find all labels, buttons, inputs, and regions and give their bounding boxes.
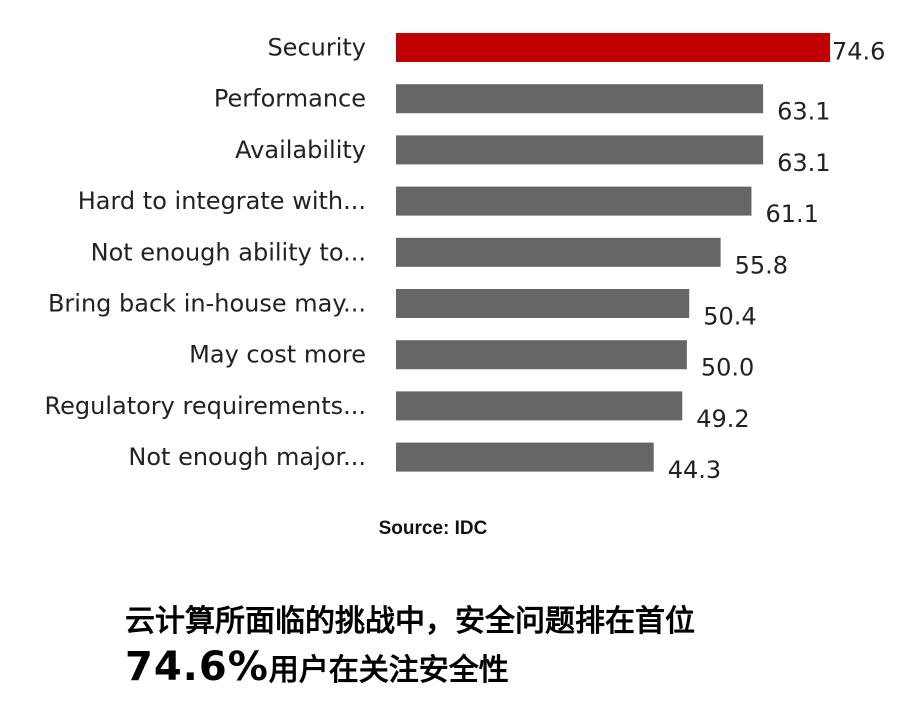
bar-8 (396, 391, 683, 421)
value-label-9: 44.3 (668, 456, 721, 484)
value-label-5: 55.8 (735, 251, 788, 279)
category-label-4: Hard to integrate with... (78, 187, 366, 215)
category-label-7: May cost more (189, 341, 366, 369)
caption-line-2: 74.6%用户在关注安全性 (125, 644, 509, 690)
bar-3 (396, 135, 764, 165)
bar-6 (396, 289, 690, 318)
bar-4 (396, 186, 752, 216)
category-label-9: Not enough major... (128, 443, 366, 471)
bar-2 (396, 84, 764, 114)
category-label-5: Not enough ability to... (91, 238, 366, 266)
caption-percentage: 74.6% (125, 644, 269, 690)
source-note: Source: IDC (378, 518, 488, 539)
value-label-4: 61.1 (765, 200, 818, 228)
category-label-8: Regulatory requirements... (45, 392, 366, 420)
category-label-1: Security (267, 34, 366, 62)
category-label-6: Bring back in-house may... (48, 290, 366, 318)
bar-1 (396, 33, 830, 62)
caption-line-2-text: 用户在关注安全性 (268, 653, 509, 688)
category-label-3: Availability (235, 136, 366, 164)
value-label-2: 63.1 (777, 98, 830, 126)
value-label-1: 74.6 (832, 38, 885, 66)
value-label-8: 49.2 (696, 405, 749, 433)
value-label-6: 50.4 (703, 303, 756, 331)
caption-line-1: 云计算所面临的挑战中，安全问题排在首位 (125, 604, 695, 639)
category-label-2: Performance (214, 85, 366, 113)
category-labels: Security Performance Availability Hard to i… (45, 34, 366, 472)
value-label-7: 50.0 (701, 354, 754, 382)
bars-group (396, 33, 830, 472)
bar-5 (396, 237, 721, 267)
value-label-3: 63.1 (777, 149, 830, 177)
value-labels: 74.6 63.1 63.1 61.1 55.8 50.4 50.0 49.2 44.3 (668, 38, 886, 485)
bar-7 (396, 340, 687, 370)
bar-9 (396, 442, 654, 472)
bar-chart: Security Performance Availability Hard to i… (45, 33, 886, 485)
